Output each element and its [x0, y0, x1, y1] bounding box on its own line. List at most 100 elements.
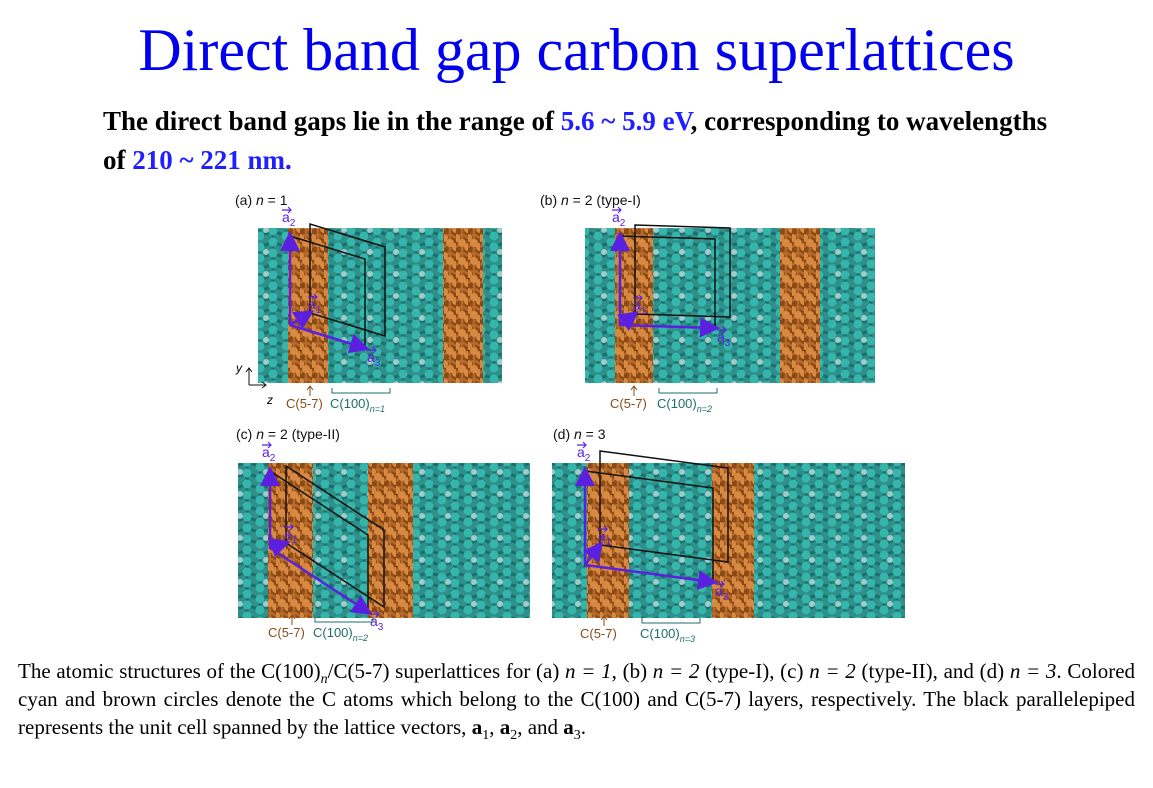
lattice-vector [289, 323, 370, 354]
caption-text: a [563, 715, 574, 739]
vector-label: a2 [262, 444, 276, 464]
vector-label: a2 [612, 209, 626, 229]
vector-symbol: a [715, 583, 723, 599]
vector-label: a3 [367, 349, 381, 369]
c57-label: C(5-7) [268, 625, 305, 640]
c100-text: C(100) [657, 396, 697, 411]
subscript: 1 [482, 728, 490, 744]
caption-text: n = 2 [809, 659, 856, 683]
vector-symbol: a [633, 297, 641, 313]
caption-text: a [499, 715, 511, 739]
vector-symbol: a [717, 329, 725, 345]
subtitle-text: , corresponding to wavelengths of [103, 106, 1048, 175]
vector-label: a1 [284, 526, 298, 546]
lattice-brown [288, 228, 328, 383]
c100-text: C(100) [313, 625, 353, 640]
vector-subscript: 2 [585, 453, 591, 464]
axes-icon [245, 367, 267, 389]
vector-subscript: 1 [292, 535, 298, 546]
lattice-vector [268, 537, 291, 558]
marker-arrow [600, 615, 608, 626]
c100-label: C(100)n=2 [313, 625, 368, 643]
highlight-text: 210 ~ 221 nm. [132, 145, 292, 175]
vector-subscript: 3 [725, 338, 731, 349]
label-variable: n [256, 192, 264, 208]
subtitle: The direct band gaps lie in the range of… [103, 102, 1063, 180]
caption-text: (type-I), (c) [699, 659, 810, 683]
caption-text: , [489, 715, 500, 739]
lattice-vector [289, 310, 315, 330]
lattice-vector [619, 317, 720, 338]
c57-label: C(5-7) [580, 626, 617, 641]
caption-text: /C(5-7) superlattices for (a) [327, 659, 566, 683]
axis-label: z [266, 393, 273, 407]
marker-arrow [306, 385, 314, 396]
vector-symbol: a [370, 613, 378, 629]
vector-label: a1 [633, 297, 647, 317]
vector-label: a2 [577, 444, 591, 464]
lattice-vector [616, 311, 640, 331]
marker-arrow [288, 614, 296, 625]
c100-subscript: n=1 [370, 404, 385, 414]
vector-subscript: 3 [375, 358, 381, 369]
vector-symbol: a [284, 526, 292, 542]
c57-label: C(5-7) [286, 396, 323, 411]
vector-arrow-icon [370, 610, 380, 618]
vector-arrow-icon [717, 326, 727, 334]
panel-label: (a) n = 1 [235, 192, 288, 208]
vector-arrow-icon [612, 206, 622, 214]
vector-subscript: 3 [723, 592, 729, 603]
label-rest: = 1 [264, 192, 288, 208]
label-prefix: (b) [540, 192, 561, 208]
lattice-brown [443, 228, 483, 383]
label-variable: n [561, 192, 569, 208]
caption-text: The atomic structures of the C(100) [18, 659, 321, 683]
subscript: 2 [510, 728, 518, 744]
bracket [658, 388, 718, 394]
label-prefix: (c) [236, 426, 256, 442]
caption-text: a [471, 715, 483, 739]
vector-label: a1 [308, 296, 322, 316]
vector-subscript: 2 [270, 453, 276, 464]
lattice-vector [269, 546, 373, 615]
vector-symbol: a [308, 296, 316, 312]
vector-subscript: 3 [378, 622, 384, 633]
c100-label: C(100)n=1 [330, 396, 385, 414]
bracket [641, 618, 701, 624]
label-variable: n [256, 426, 264, 442]
lattice-vector [584, 563, 718, 590]
label-prefix: (a) [235, 192, 256, 208]
caption-text: , and [517, 715, 564, 739]
label-rest: = 2 (type-I) [569, 192, 641, 208]
subscript: n [320, 672, 328, 688]
highlight-text: 5.6 ~ 5.9 eV [560, 106, 691, 136]
vector-symbol: a [598, 528, 606, 544]
vector-subscript: 1 [641, 306, 647, 317]
c57-label: C(5-7) [610, 396, 647, 411]
vector-arrow-icon [577, 441, 587, 449]
lattice-brown [368, 463, 413, 618]
c100-text: C(100) [330, 396, 370, 411]
vector-arrow-icon [633, 294, 643, 302]
marker-arrow [630, 385, 638, 396]
label-rest: = 2 (type-II) [264, 426, 340, 442]
vector-symbol: a [282, 209, 290, 225]
caption-text: n = 2 [652, 659, 700, 683]
vector-subscript: 1 [606, 537, 612, 548]
bracket [331, 388, 391, 394]
c100-subscript: n=2 [697, 404, 712, 414]
slide-title: Direct band gap carbon superlattices [138, 17, 1015, 83]
label-rest: = 3 [582, 426, 606, 442]
panel-label: (c) n = 2 (type-II) [236, 426, 340, 442]
caption: The atomic structures of the C(100)n/C(5… [18, 657, 1135, 744]
vector-arrow-icon [262, 441, 272, 449]
lattice-brown [712, 463, 754, 618]
caption-text: n = 3 [1009, 659, 1057, 683]
vector-symbol: a [367, 349, 375, 365]
vector-arrow-icon [367, 346, 377, 354]
panel-label: (b) n = 2 (type-I) [540, 192, 641, 208]
lattice-brown [587, 463, 629, 618]
label-prefix: (d) [553, 426, 574, 442]
